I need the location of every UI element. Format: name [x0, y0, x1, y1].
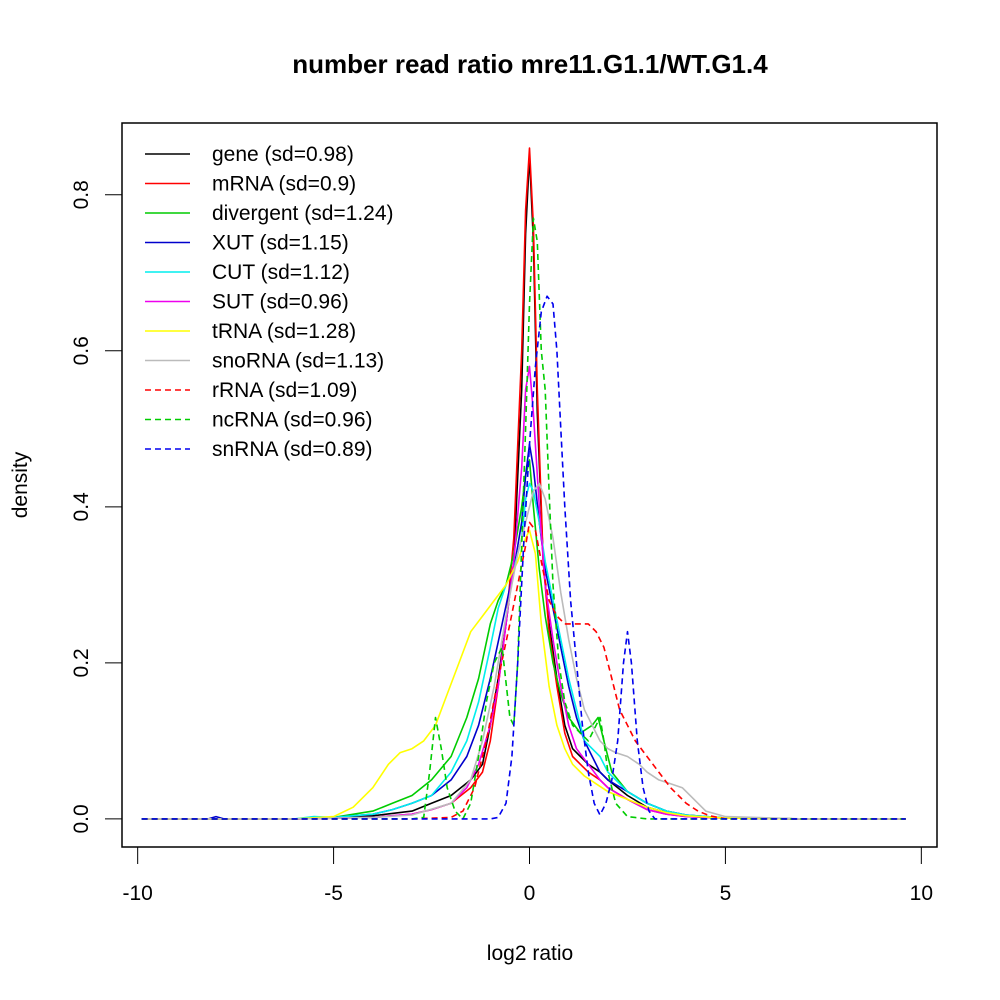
legend-label: snoRNA (sd=1.13): [212, 350, 384, 373]
x-tick-label: 0: [524, 882, 536, 905]
series-line-8: [141, 521, 906, 820]
series-line-6: [141, 529, 906, 820]
legend-label: rRNA (sd=1.09): [212, 379, 357, 402]
y-axis: 0.0 0.2 0.4 0.6 0.8: [70, 180, 123, 834]
y-tick-label: 0.4: [70, 492, 93, 522]
legend-label: tRNA (sd=1.28): [212, 320, 356, 343]
y-tick-label: 0.2: [70, 648, 93, 677]
series-line-7: [141, 482, 906, 820]
x-axis: -10 -5 0 5 10: [122, 846, 933, 905]
x-tick-label: 10: [910, 882, 933, 905]
y-tick-label: 0.6: [70, 336, 93, 365]
series-line-0: [141, 155, 906, 820]
series-layer: [141, 147, 906, 820]
legend-label: mRNA (sd=0.9): [212, 173, 356, 196]
x-axis-label: log2 ratio: [487, 942, 573, 965]
y-tick-label: 0.0: [70, 804, 93, 833]
legend-label: snRNA (sd=0.89): [212, 438, 373, 461]
series-line-10: [141, 295, 906, 820]
series-line-4: [141, 482, 906, 820]
legend-label: SUT (sd=0.96): [212, 291, 349, 314]
x-tick-label: 5: [720, 882, 732, 905]
legend-label: CUT (sd=1.12): [212, 261, 350, 284]
legend-label: divergent (sd=1.24): [212, 202, 394, 225]
y-tick-label: 0.8: [70, 180, 93, 209]
x-tick-label: -5: [324, 882, 343, 905]
chart-title: number read ratio mre11.G1.1/WT.G1.4: [292, 49, 768, 79]
series-line-9: [141, 217, 906, 820]
x-tick-label: -10: [122, 882, 152, 905]
legend-label: ncRNA (sd=0.96): [212, 409, 373, 432]
legend-label: gene (sd=0.98): [212, 143, 354, 166]
legend-label: XUT (sd=1.15): [212, 232, 349, 255]
legend: gene (sd=0.98) mRNA (sd=0.9) divergent (sd…: [145, 143, 394, 461]
y-axis-label: density: [9, 451, 32, 518]
